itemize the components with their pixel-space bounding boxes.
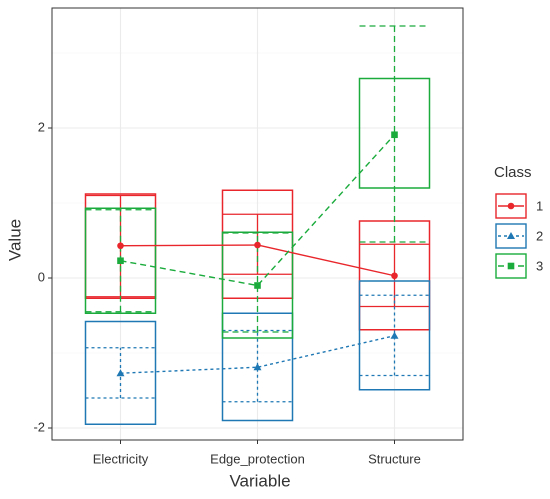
legend-label: 1 (536, 198, 543, 213)
legend-marker (507, 232, 515, 239)
mean-point (116, 369, 125, 377)
mean-line (120, 335, 395, 374)
mean-point (254, 282, 261, 289)
mean-point (253, 363, 262, 371)
x-tick-label: Structure (368, 451, 421, 466)
panel-border (51, 7, 464, 441)
legend-marker (507, 202, 515, 210)
mean-point (391, 272, 398, 280)
box (84, 320, 157, 425)
mean-line (120, 134, 396, 287)
mean-point (390, 331, 399, 339)
legend-key (495, 223, 527, 249)
box (84, 207, 157, 314)
x-tick-label: Electricity (93, 451, 149, 466)
y-tick-label: 2 (38, 119, 45, 134)
mean-point (254, 241, 261, 249)
legend-key (495, 253, 527, 279)
legend-label: 3 (536, 258, 543, 273)
box (221, 312, 294, 422)
x-axis-label: Variable (229, 471, 290, 490)
box (358, 280, 431, 391)
box (221, 231, 294, 339)
legend-marker (507, 262, 515, 270)
mean-point (117, 257, 124, 265)
legend-label: 2 (536, 228, 543, 243)
mean-point (117, 242, 124, 250)
legend-key (495, 193, 527, 219)
y-tick-label: 0 (38, 269, 45, 284)
y-axis-label: Value (5, 219, 24, 261)
mean-point (391, 131, 398, 139)
y-tick-label: -2 (33, 419, 45, 434)
legend-title: Class (494, 164, 532, 181)
x-tick-label: Edge_protection (210, 451, 305, 466)
